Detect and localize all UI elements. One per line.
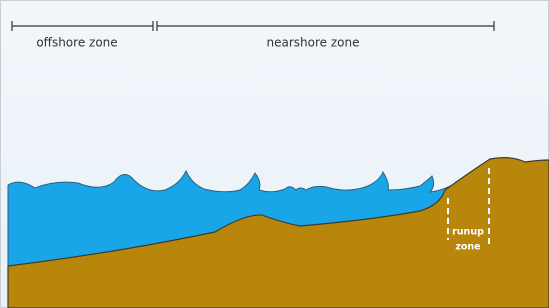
zone-label: offshore zone: [36, 36, 117, 50]
diagram: offshore zone nearshore zone runup zone: [0, 0, 549, 308]
runup-label: runup: [452, 227, 484, 238]
runup-label: zone: [455, 242, 480, 253]
zone-label: nearshore zone: [267, 36, 360, 50]
page: offshore zone nearshore zone runup zone …: [0, 0, 549, 308]
